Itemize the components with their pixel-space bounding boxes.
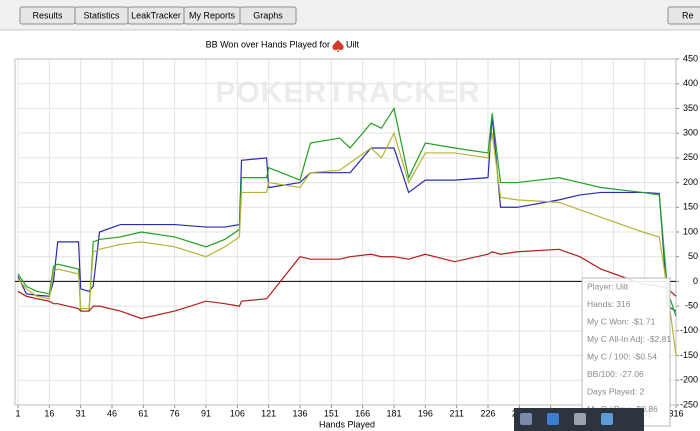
x-tick-label: 1: [15, 408, 20, 418]
tab[interactable]: My Reports: [183, 6, 241, 25]
taskbar: [514, 408, 644, 431]
tooltip-line: Player: Uilt: [587, 281, 629, 291]
x-axis-label: Hands Played: [319, 419, 375, 429]
y-tick-label: 0: [693, 276, 698, 286]
y-tick-label: -50: [685, 301, 698, 311]
y-tick-label: -150: [680, 350, 698, 360]
tooltip-line: BB/100: -27.06: [587, 369, 644, 379]
chart-title: BB Won over Hands Played for: [206, 39, 330, 49]
x-tick-label: 91: [201, 408, 211, 418]
tooltip-box: [581, 277, 671, 427]
x-tick-label: 46: [107, 408, 117, 418]
tooltip-line: My C Won: -$1.71: [587, 316, 656, 326]
x-tick-label: 316: [668, 408, 683, 418]
tooltip-line: My C / 100: -$0.54: [587, 351, 657, 361]
y-tick-label: -200: [680, 375, 698, 385]
tray-icon: [574, 413, 586, 425]
y-tick-label: 150: [683, 202, 698, 212]
right-button[interactable]: [667, 6, 700, 25]
tooltip: Player: Uilt Hands: 316 My C Won: -$1.71 My…: [581, 277, 671, 427]
y-tick-label: 400: [683, 78, 698, 88]
right-button-label[interactable]: Re: [682, 10, 694, 20]
player-icon: [332, 40, 344, 52]
y-tick-label: 200: [683, 177, 698, 187]
tab[interactable]: Graphs: [239, 6, 297, 25]
series-line: [17, 106, 677, 317]
tooltip-line: Hands: 316: [587, 299, 631, 309]
y-tick-label: 450: [683, 53, 698, 63]
x-tick-label: 196: [418, 408, 433, 418]
tab[interactable]: Results: [19, 6, 76, 25]
y-tick-label: -250: [680, 399, 698, 409]
y-tick-label: 250: [683, 152, 698, 162]
tab-button[interactable]: [239, 6, 297, 25]
tooltip-line: My C All-In Adj: -$2.81: [587, 334, 671, 344]
tab-label[interactable]: Statistics: [83, 10, 120, 20]
x-tick-label: 151: [324, 408, 339, 418]
x-tick-label: 166: [355, 408, 370, 418]
series-line: [17, 131, 677, 356]
x-tick-label: 136: [292, 408, 307, 418]
plot-frame: [14, 58, 677, 406]
series-line: [17, 115, 677, 312]
player-name: Uilt: [346, 39, 359, 49]
y-tick-label: -100: [680, 325, 698, 335]
tab-bar: Results Statistics LeakTracker My Reports Gr…: [19, 6, 297, 25]
x-tick-label: 61: [138, 408, 148, 418]
tooltip-line: Days Played: 2: [587, 386, 644, 396]
x-tick-label: 211: [449, 408, 463, 418]
series-line: [17, 248, 677, 320]
y-tick-label: 300: [683, 128, 698, 138]
tray-icon: [601, 413, 613, 425]
y-tick-label: 100: [683, 226, 698, 236]
y-tick-label: 350: [683, 103, 698, 113]
x-tick-label: 76: [170, 408, 180, 418]
tray-icon: [547, 413, 559, 425]
watermark: POKERTRACKER: [215, 76, 480, 109]
tab-label[interactable]: Results: [32, 10, 63, 20]
x-tick-label: 31: [76, 408, 86, 418]
tab[interactable]: LeakTracker: [127, 6, 185, 25]
tab[interactable]: Statistics: [74, 6, 129, 25]
x-tick-label: 226: [480, 408, 495, 418]
x-tick-label: 181: [386, 408, 401, 418]
x-tick-label: 106: [230, 408, 245, 418]
tab-label[interactable]: LeakTracker: [131, 10, 181, 20]
tray-icon: [520, 413, 532, 425]
x-tick-label: 121: [261, 408, 276, 418]
y-tick-label: 50: [688, 251, 698, 261]
tab-label[interactable]: My Reports: [189, 10, 236, 20]
x-tick-label: 16: [44, 408, 54, 418]
tab-label[interactable]: Graphs: [253, 10, 283, 20]
plot: POKERTRACKER -250 -200 -150 -100 -50 0 50 100 150…: [14, 53, 698, 429]
